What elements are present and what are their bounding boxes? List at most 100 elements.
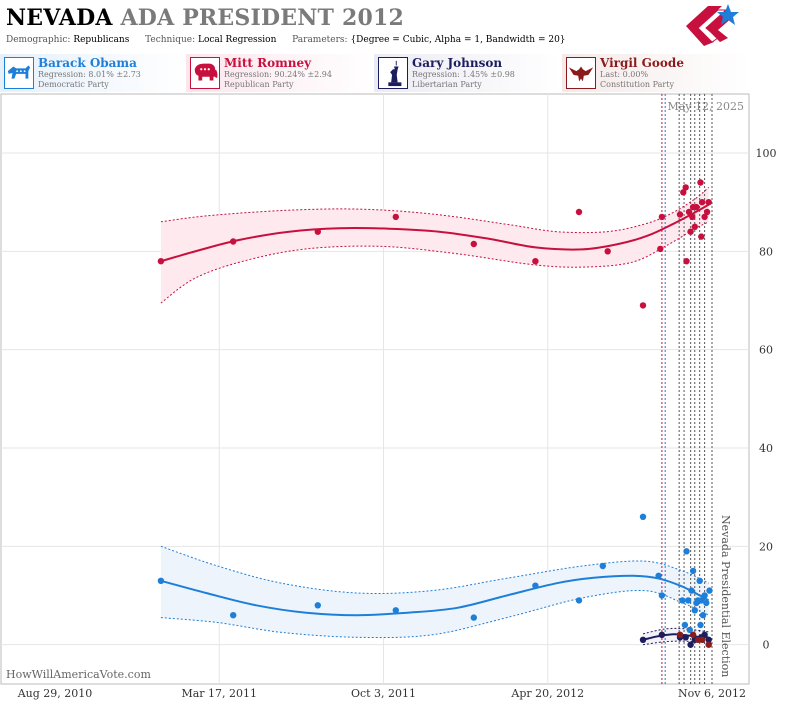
x-tick-label: Nov 6, 2012 [678, 687, 746, 700]
data-point [682, 634, 689, 641]
y-tick-label: 40 [759, 442, 773, 455]
data-point [701, 213, 708, 221]
data-point [689, 213, 696, 221]
data-point [639, 302, 647, 309]
candidate-card-romney[interactable]: Mitt Romney Regression: 90.24% ±2.94 Rep… [186, 54, 374, 92]
data-point [575, 597, 583, 604]
x-tick-label: Aug 29, 2010 [17, 687, 93, 700]
data-point [392, 213, 399, 221]
data-point [688, 587, 695, 594]
confidence-band [160, 546, 709, 638]
parameters-line: Demographic: Republicans Technique: Loca… [6, 35, 566, 45]
data-point [689, 567, 697, 575]
candidate-stat: Regression: 8.01% ±2.73 [38, 70, 141, 79]
candidate-party: Democratic Party [38, 80, 109, 89]
data-point [679, 597, 686, 604]
data-point [687, 228, 694, 235]
data-point [575, 208, 583, 216]
data-point [470, 240, 477, 248]
data-point [703, 599, 710, 607]
band-upper-line [642, 627, 709, 635]
candidate-card-johnson[interactable]: Gary Johnson Regression: 1.45% ±0.98 Lib… [374, 54, 562, 92]
band-lower-line [160, 590, 709, 639]
data-point [230, 238, 237, 245]
technique-label: Technique: [145, 35, 196, 45]
candidate-name: Barack Obama [38, 56, 137, 70]
data-point [658, 592, 666, 599]
data-point [532, 258, 539, 265]
data-point [314, 228, 321, 235]
x-tick-label: Apr 20, 2012 [510, 687, 584, 700]
data-point [699, 612, 707, 619]
data-point [693, 203, 700, 211]
state-name: NEVADA [6, 5, 113, 31]
data-point [157, 577, 165, 584]
data-point [685, 597, 692, 604]
candidate-stat: Regression: 1.45% ±0.98 [412, 70, 515, 79]
site-credit: HowWillAmericaVote.com [6, 668, 151, 681]
race-name: ADA PRESIDENT 2012 [120, 5, 404, 31]
data-point [658, 213, 666, 221]
data-point [657, 245, 664, 253]
data-point [314, 602, 321, 609]
data-point [392, 607, 399, 614]
data-point [691, 607, 698, 614]
data-point [691, 223, 698, 230]
data-point [701, 592, 708, 599]
data-point [230, 612, 237, 619]
data-point [698, 233, 705, 240]
candidate-card-obama[interactable]: Barack Obama Regression: 8.01% ±2.73 Dem… [0, 54, 186, 92]
band-lower-line [160, 221, 709, 304]
technique-value: Local Regression [198, 35, 277, 45]
data-point [680, 189, 687, 196]
candidate-card-goode[interactable]: Virgil Goode Last: 0.00% Constitution Pa… [562, 54, 749, 92]
data-point [705, 636, 712, 643]
demographic-label: Demographic: [6, 35, 71, 45]
band-upper-line [160, 545, 709, 594]
parameters-value: {Degree = Cubic, Alpha = 1, Bandwidth = … [350, 35, 566, 45]
data-point [639, 636, 647, 643]
data-point [705, 199, 712, 206]
x-tick-label: Mar 17, 2011 [181, 687, 257, 700]
candidate-bar: Barack Obama Regression: 8.01% ±2.73 Dem… [0, 54, 749, 92]
candidate-party: Constitution Party [600, 80, 674, 89]
y-tick-label: 80 [759, 245, 773, 258]
regression-line [160, 574, 710, 617]
candidate-stat: Last: 0.00% [600, 70, 649, 79]
data-point [683, 548, 690, 555]
data-point [696, 577, 703, 584]
election-label: Nevada Presidential Election [719, 515, 732, 677]
x-tick-label: Oct 3, 2011 [351, 687, 416, 700]
data-point [599, 562, 606, 570]
data-point [701, 631, 708, 638]
data-point [676, 631, 684, 638]
candidate-party: Republican Party [224, 80, 294, 89]
donkey-icon [4, 57, 34, 89]
regression-line [160, 203, 710, 263]
y-tick-label: 100 [756, 147, 777, 160]
y-tick-label: 20 [759, 540, 773, 553]
page-title: NEVADA ADA PRESIDENT 2012 [6, 5, 404, 31]
confidence-band [160, 187, 709, 303]
data-point [658, 631, 666, 638]
data-point [157, 258, 165, 265]
data-point [689, 631, 697, 638]
data-point [703, 208, 711, 216]
data-point [698, 199, 706, 206]
elephant-icon [190, 57, 220, 89]
data-point [604, 248, 611, 255]
band-lower-line [642, 640, 709, 646]
parameters-label: Parameters: [292, 35, 348, 45]
data-point [697, 179, 704, 186]
data-point [706, 587, 713, 594]
candidate-party: Libertarian Party [412, 80, 482, 89]
data-point [639, 513, 647, 520]
data-point [698, 636, 706, 643]
data-point [687, 641, 694, 648]
demographic-value: Republicans [73, 35, 130, 45]
data-point [681, 621, 689, 629]
flag-logo-icon [686, 4, 739, 46]
data-point [685, 208, 693, 216]
liberty-statue-icon [378, 57, 408, 89]
